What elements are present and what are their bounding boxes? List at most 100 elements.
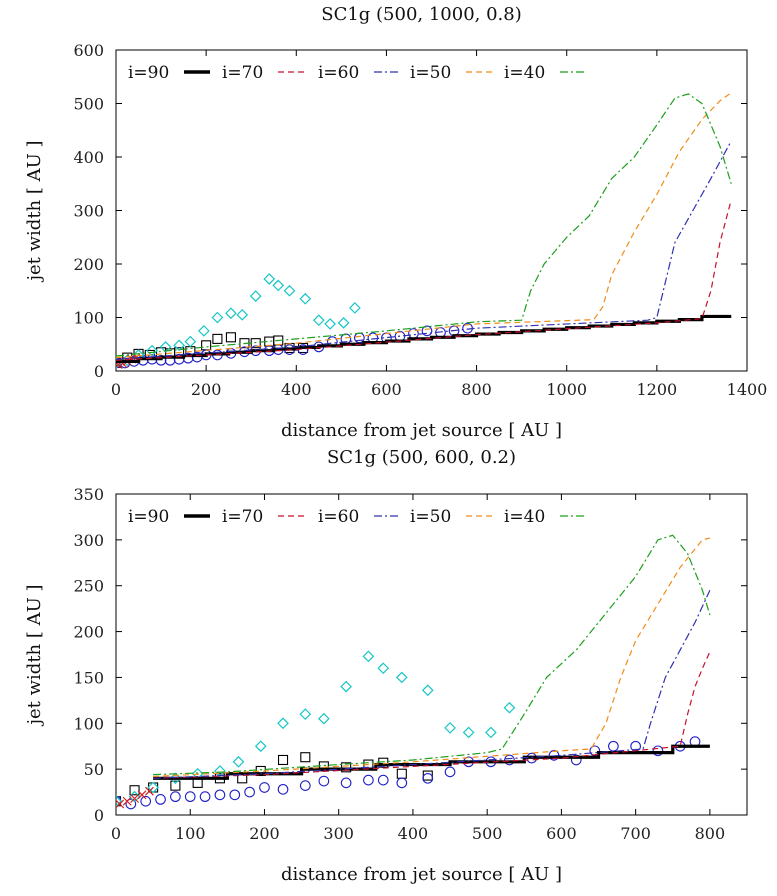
x-tick-label: 600: [371, 380, 402, 399]
legend-label: i=60: [318, 507, 359, 527]
diamond-point: [312, 314, 325, 327]
y-tick-label: 0: [94, 806, 104, 825]
circle-point: [608, 740, 619, 752]
x-tick-label: 0: [111, 824, 121, 843]
series-line-i60: [153, 590, 711, 779]
x-tick-label: 0: [111, 380, 121, 399]
circle-point: [155, 794, 166, 805]
y-tick-label: 400: [73, 148, 104, 167]
square-point: [201, 340, 212, 351]
diamond-point: [116, 795, 122, 808]
x-tick-label: 200: [191, 380, 222, 399]
x-axis-label: distance from jet source [ AU ]: [281, 420, 562, 441]
circle-point: [652, 745, 664, 757]
circle-point: [422, 772, 434, 784]
diamond-point: [395, 671, 408, 684]
legend-label: i=50: [410, 63, 451, 83]
square-point: [225, 332, 236, 343]
diamond-point: [349, 302, 361, 314]
diamond-point: [421, 684, 434, 697]
diamond-point: [225, 307, 237, 320]
x-tick-label: 400: [398, 824, 429, 843]
plot-area: [116, 92, 732, 370]
circle-point: [259, 782, 270, 793]
circle-point: [170, 791, 181, 803]
diamond-point: [337, 317, 350, 329]
y-tick-label: 150: [73, 668, 104, 687]
circle-point: [184, 791, 196, 803]
circle-point: [244, 786, 255, 798]
y-tick-label: 600: [73, 41, 104, 60]
square-point: [422, 770, 433, 781]
diamond-point: [503, 701, 516, 714]
x-point: [122, 796, 132, 806]
diamond-point: [272, 279, 285, 292]
y-tick-label: 500: [73, 95, 104, 114]
circle-point: [125, 798, 137, 810]
chart-title: SC1g (500, 1000, 0.8): [321, 4, 522, 25]
square-point: [378, 757, 389, 768]
x-tick-label: 800: [461, 380, 492, 399]
diamond-point: [211, 311, 224, 324]
diamond-point: [318, 712, 330, 725]
x-axis-label: distance from jet source [ AU ]: [281, 864, 562, 885]
x-tick-label: 100: [175, 824, 206, 843]
y-tick-label: 350: [73, 485, 104, 504]
diamond-point: [249, 290, 262, 302]
square-point: [341, 762, 352, 773]
circle-point: [214, 789, 226, 801]
y-axis-label: jet width [ AU ]: [24, 584, 45, 726]
x-tick-label: 500: [472, 824, 503, 843]
x-tick-label: 1000: [546, 380, 587, 399]
circle-point: [421, 325, 433, 337]
diamond-point: [444, 722, 456, 734]
series-line-i90: [153, 744, 710, 780]
diamond-point: [263, 273, 276, 285]
diamond-point: [173, 339, 185, 352]
square-point: [277, 754, 289, 766]
y-tick-label: 0: [94, 362, 104, 381]
circle-point: [229, 789, 241, 801]
circle-point: [363, 774, 374, 786]
legend-label: i=50: [410, 507, 451, 527]
circle-point: [444, 766, 456, 778]
diamond-point: [169, 772, 182, 785]
diamond-point: [277, 717, 289, 730]
diamond-point: [159, 341, 172, 353]
plot-area: [116, 534, 711, 810]
x-tick-label: 1400: [727, 380, 768, 399]
legend-label: i=70: [222, 507, 263, 527]
chart-2: SC1g (500, 600, 0.2)0 100 200 300 400 500 600 7…: [24, 447, 748, 885]
diamond-point: [214, 765, 226, 777]
diamond-point: [147, 781, 159, 794]
legend: i=90 i=70 i=60 i=50 i=40: [128, 507, 586, 527]
chart-title: SC1g (500, 600, 0.2): [327, 447, 516, 468]
square-point: [212, 333, 223, 344]
circle-point: [396, 777, 408, 789]
circle-point: [377, 774, 389, 786]
x-tick-label: 400: [281, 380, 312, 399]
y-axis-label: jet width [ AU ]: [24, 140, 45, 282]
legend: i=90 i=70 i=60 i=50 i=40: [128, 63, 586, 83]
legend-label: i=40: [504, 63, 545, 83]
series-line-i70: [153, 651, 711, 779]
circle-point: [277, 783, 289, 795]
diamond-point: [236, 308, 249, 321]
diamond-point: [232, 755, 245, 768]
series-line-i50: [116, 92, 732, 359]
y-tick-label: 250: [73, 577, 104, 596]
diamond-point: [324, 318, 336, 330]
y-tick-label: 300: [73, 531, 104, 550]
diamond-point: [254, 740, 267, 753]
y-tick-label: 50: [84, 760, 104, 779]
x-point: [137, 790, 147, 800]
x-tick-label: 700: [620, 824, 651, 843]
y-tick-label: 300: [73, 202, 104, 221]
x-point: [130, 794, 139, 803]
square-point: [300, 752, 311, 763]
diamond-point: [377, 662, 390, 675]
x-tick-label: 300: [323, 824, 354, 843]
circle-point: [299, 780, 311, 792]
